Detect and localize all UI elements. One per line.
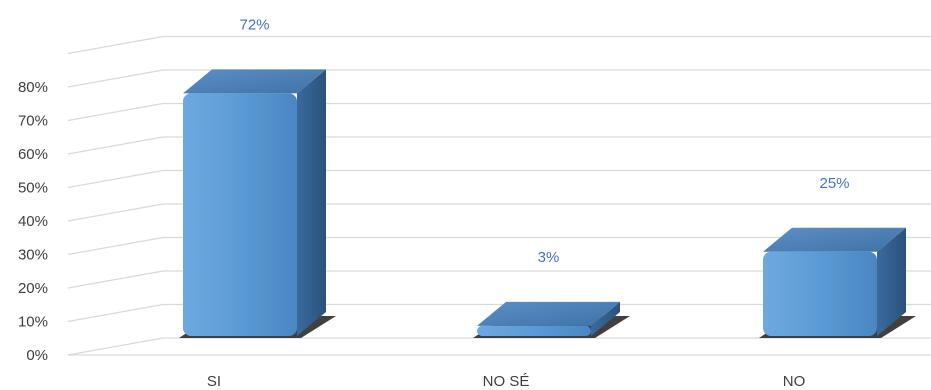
bar-top (763, 227, 906, 252)
gridline-wall (67, 102, 164, 122)
y-axis-tick-labels: 0% 10% 20% 30% 40% 50% 60% 70% 80% (18, 79, 48, 364)
category-label: NO SÉ (483, 373, 530, 390)
gridline-wall (67, 169, 164, 189)
bar-front (477, 325, 591, 336)
category-label: NO (783, 373, 806, 390)
gridline-wall (67, 35, 164, 55)
y-tick-label: 10% (18, 314, 48, 331)
bar-front (763, 251, 877, 336)
y-tick-label: 80% (18, 79, 48, 96)
bar-si (179, 69, 336, 338)
category-label: SI (207, 373, 221, 390)
y-tick-label: 30% (18, 247, 48, 264)
gridline-wall (67, 69, 164, 88)
y-tick-label: 40% (18, 213, 48, 230)
bars (179, 69, 916, 338)
bar-no (759, 227, 916, 338)
y-tick-label: 60% (18, 146, 48, 163)
data-label: 72% (239, 16, 269, 33)
gridline-wall (67, 236, 164, 256)
bar-top (183, 69, 326, 94)
bar-front (183, 93, 297, 336)
bar-no-sé (473, 301, 630, 338)
gridline-wall (67, 270, 164, 289)
data-label: 25% (819, 175, 849, 192)
data-labels: 72% 3% 25% (239, 16, 849, 266)
bar-side (591, 301, 620, 336)
y-tick-label: 20% (18, 280, 48, 297)
y-tick-label: 50% (18, 180, 48, 197)
y-tick-label: 70% (18, 113, 48, 130)
gridline-wall (67, 337, 164, 356)
bar-side (297, 69, 326, 337)
bar-top (477, 301, 620, 326)
category-labels: SI NO SÉ NO (207, 373, 805, 390)
gridline-wall (67, 136, 164, 155)
data-label: 3% (538, 249, 560, 266)
bar-side (877, 227, 906, 336)
gridline-wall (67, 303, 164, 323)
y-tick-label: 0% (26, 347, 48, 364)
gridline-wall (67, 203, 164, 222)
